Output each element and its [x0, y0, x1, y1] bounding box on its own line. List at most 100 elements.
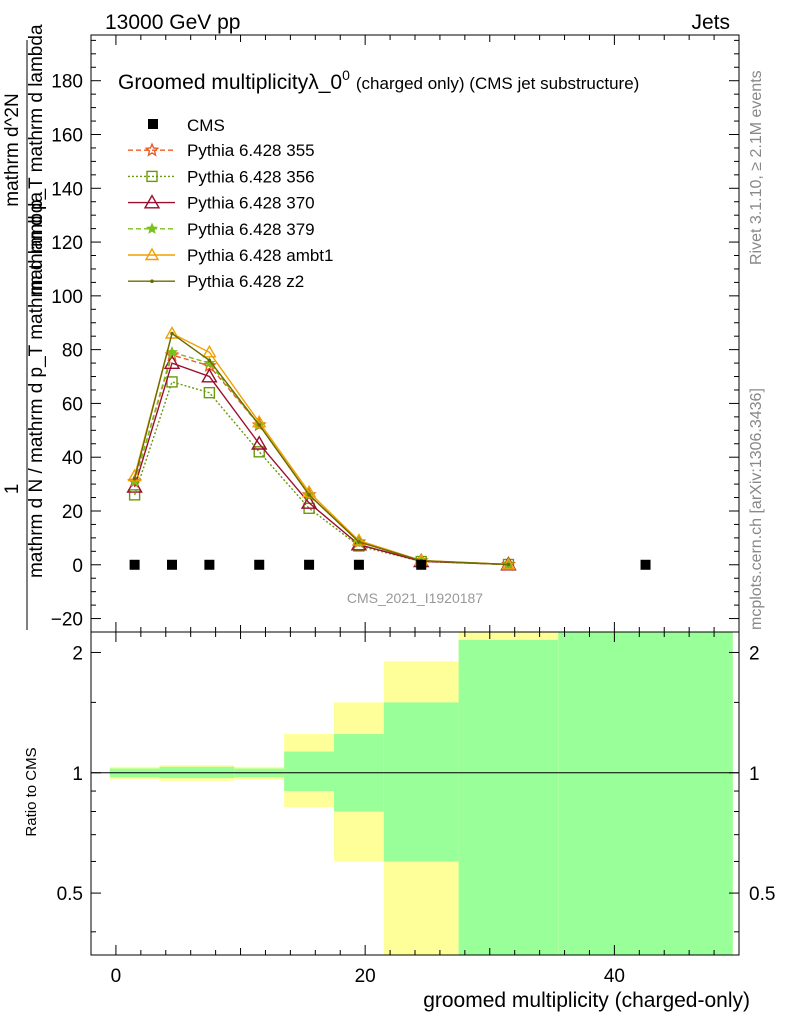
series-4 — [127, 326, 516, 570]
legend-label: Pythia 6.428 z2 — [187, 272, 304, 291]
y-tick-label: 160 — [51, 126, 83, 147]
y-tick-label: 20 — [62, 502, 83, 523]
series-point — [307, 493, 311, 497]
ratio-tick-label-right: 1 — [749, 764, 760, 785]
series-point — [202, 344, 217, 358]
ratio-tick-label-right: 2 — [749, 643, 760, 664]
series-line — [133, 332, 509, 566]
legend-label: Pythia 6.428 379 — [187, 220, 315, 239]
ratio-bands — [109, 632, 733, 955]
ratio-band-inner-6 — [458, 639, 559, 955]
ylabel-bottom: mathrm d N / mathrm d p_T mathrm d lambd… — [26, 192, 47, 579]
y-tick-label: 40 — [62, 448, 83, 469]
ratio-tick-label: 0.5 — [57, 884, 83, 905]
legend-label-cms: CMS — [187, 116, 225, 135]
y-tick-label: 80 — [62, 341, 83, 362]
process-label: Jets — [691, 11, 730, 34]
ratio-tick-label: 1 — [72, 764, 83, 785]
ratio-band-inner-7 — [558, 632, 733, 955]
x-tick-label: 0 — [111, 966, 122, 987]
series-line — [133, 354, 509, 566]
legend-marker — [145, 222, 159, 234]
y-tick-label: 100 — [51, 287, 83, 308]
series-point — [350, 536, 368, 551]
cms-data-point — [353, 559, 364, 570]
series-line — [133, 332, 509, 566]
series-point — [166, 376, 178, 388]
ratio-band-inner-3 — [284, 751, 334, 792]
series-point — [357, 540, 361, 544]
series-point — [506, 562, 511, 567]
ylabel-alt-bottom: mathrm d p_T mathrm d lambda — [26, 24, 47, 295]
cms-data-point — [416, 559, 427, 570]
series-point — [207, 358, 212, 363]
ratio-ylabel: Ratio to CMS — [23, 747, 40, 836]
y-tick-label: 120 — [51, 233, 83, 254]
series-line — [133, 351, 509, 566]
y-tick-label: 0 — [72, 556, 83, 577]
legend-label: Pythia 6.428 ambt1 — [187, 246, 333, 265]
xlabel: groomed multiplicity (charged-only) — [423, 989, 750, 1012]
legend-marker-cms — [148, 119, 158, 129]
series-point — [170, 331, 174, 336]
ratio-tick-label-right: 0.5 — [749, 884, 775, 905]
series-point — [165, 345, 179, 358]
series-point — [203, 386, 216, 399]
series-point — [257, 423, 262, 427]
series-2 — [126, 354, 517, 571]
data-points — [129, 559, 651, 570]
ratio-tick-label: 2 — [72, 643, 83, 664]
cms-data-point — [254, 559, 265, 570]
cms-data-point — [204, 559, 215, 570]
legend-marker — [144, 142, 160, 157]
ylabel-top: 1 — [2, 484, 23, 495]
watermark: CMS_2021_I1920187 — [347, 590, 483, 606]
title-suffix: (charged only) (CMS jet substructure) — [356, 74, 639, 93]
series-point — [203, 356, 216, 369]
x-tick-label: 40 — [604, 966, 625, 987]
cms-data-point — [304, 559, 315, 570]
legend-label: Pythia 6.428 355 — [187, 141, 315, 160]
series-line — [133, 381, 509, 566]
legend-label: Pythia 6.428 356 — [187, 167, 315, 186]
series-point — [251, 435, 268, 450]
series-line — [133, 362, 509, 566]
legend-marker — [146, 170, 158, 183]
series-3 — [128, 345, 515, 570]
series-point — [300, 494, 318, 509]
y-tick-label: −20 — [51, 610, 83, 631]
legend-marker — [143, 194, 161, 209]
x-tick-label: 20 — [355, 966, 376, 987]
ratio-band-inner-5 — [383, 702, 459, 862]
y-tick-label: 140 — [51, 179, 83, 200]
y-tick-label: 60 — [62, 394, 83, 415]
series-point — [132, 476, 137, 481]
energy-label: 13000 GeV pp — [105, 11, 240, 34]
series-point — [128, 489, 141, 501]
y-tick-label: 180 — [51, 72, 83, 93]
cms-data-point — [129, 559, 140, 570]
series-point — [201, 368, 218, 383]
legend-marker — [150, 279, 154, 284]
ratio-axes: 0.5 0.5 1 1 2 2 — [57, 643, 775, 933]
series-5 — [132, 331, 511, 567]
legend-marker — [144, 247, 160, 261]
ylabel-alt-top: mathrm d^2N — [2, 93, 23, 206]
title-superscript: 0 — [342, 67, 350, 83]
site-label: mcplots.cern.ch [arXiv:1306.3436] — [748, 388, 765, 630]
legend: CMS Pythia 6.428 355 Pythia 6.428 356 Pythi… — [128, 116, 333, 291]
series-point — [253, 446, 265, 458]
cms-data-point — [167, 559, 177, 570]
series-1 — [128, 376, 515, 571]
rivet-label: Rivet 3.1.10, ≥ 2.1M events — [748, 70, 765, 265]
chart-title: Groomed multiplicityλ_00 (charged only) (… — [118, 67, 639, 94]
series-layer — [126, 326, 517, 571]
series-point — [127, 468, 142, 482]
legend-label: Pythia 6.428 370 — [187, 194, 315, 213]
series-0 — [127, 347, 516, 571]
series-point — [164, 326, 180, 339]
title-main: Groomed multiplicityλ_0 — [118, 71, 342, 94]
